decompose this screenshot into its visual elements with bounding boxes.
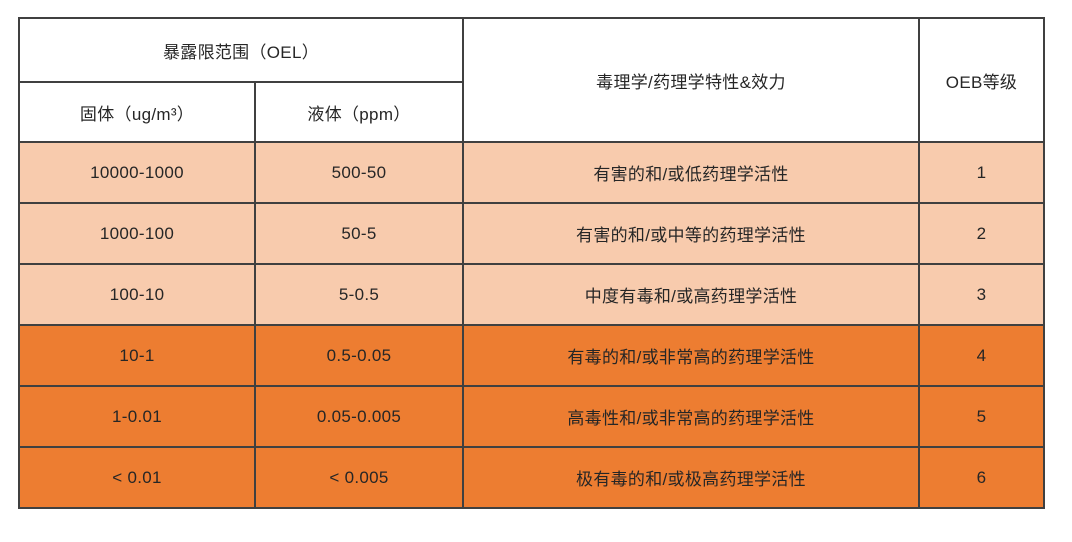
- cell-oeb-level: 1: [918, 141, 1045, 204]
- header-row-1: 暴露限范围（OEL） 毒理学/药理学特性&效力 OEB等级: [18, 17, 1045, 143]
- table-row-oeb1: 10000-1000 500-50 有害的和/或低药理学活性 1: [18, 141, 1045, 204]
- cell-oeb-level: 5: [918, 385, 1045, 448]
- cell-solid: 1000-100: [18, 202, 256, 265]
- table-header: 暴露限范围（OEL） 毒理学/药理学特性&效力 OEB等级 固体（ug/m³） …: [18, 17, 1045, 143]
- oeb-table-container: 暴露限范围（OEL） 毒理学/药理学特性&效力 OEB等级 固体（ug/m³） …: [18, 17, 1045, 509]
- cell-solid: 100-10: [18, 263, 256, 326]
- cell-liquid: < 0.005: [254, 446, 464, 509]
- header-liquid: 液体（ppm）: [254, 81, 464, 143]
- table-body: 10000-1000 500-50 有害的和/或低药理学活性 1 1000-10…: [18, 141, 1045, 509]
- cell-toxicology: 高毒性和/或非常高的药理学活性: [462, 385, 920, 448]
- cell-solid: 10-1: [18, 324, 256, 387]
- header-toxicology: 毒理学/药理学特性&效力: [462, 17, 920, 143]
- cell-toxicology: 有害的和/或中等的药理学活性: [462, 202, 920, 265]
- cell-liquid: 50-5: [254, 202, 464, 265]
- cell-solid: 10000-1000: [18, 141, 256, 204]
- cell-oeb-level: 2: [918, 202, 1045, 265]
- header-row-2: 固体（ug/m³） 液体（ppm）: [18, 81, 1044, 143]
- header-oeb-level: OEB等级: [918, 17, 1045, 143]
- header-solid: 固体（ug/m³）: [18, 81, 256, 143]
- oeb-classification-table: 暴露限范围（OEL） 毒理学/药理学特性&效力 OEB等级 固体（ug/m³） …: [18, 17, 1045, 509]
- table-row-oeb4: 10-1 0.5-0.05 有毒的和/或非常高的药理学活性 4: [18, 324, 1045, 387]
- table-row-oeb5: 1-0.01 0.05-0.005 高毒性和/或非常高的药理学活性 5: [18, 385, 1045, 448]
- cell-liquid: 5-0.5: [254, 263, 464, 326]
- table-row-oeb2: 1000-100 50-5 有害的和/或中等的药理学活性 2: [18, 202, 1045, 265]
- cell-liquid: 500-50: [254, 141, 464, 204]
- cell-oeb-level: 4: [918, 324, 1045, 387]
- header-oel-range: 暴露限范围（OEL）: [18, 17, 464, 83]
- cell-liquid: 0.5-0.05: [254, 324, 464, 387]
- cell-oeb-level: 3: [918, 263, 1045, 326]
- cell-oeb-level: 6: [918, 446, 1045, 509]
- cell-toxicology: 有害的和/或低药理学活性: [462, 141, 920, 204]
- cell-solid: 1-0.01: [18, 385, 256, 448]
- cell-liquid: 0.05-0.005: [254, 385, 464, 448]
- table-row-oeb3: 100-10 5-0.5 中度有毒和/或高药理学活性 3: [18, 263, 1045, 326]
- table-row-oeb6: < 0.01 < 0.005 极有毒的和/或极高药理学活性 6: [18, 446, 1045, 509]
- cell-toxicology: 极有毒的和/或极高药理学活性: [462, 446, 920, 509]
- cell-toxicology: 中度有毒和/或高药理学活性: [462, 263, 920, 326]
- cell-solid: < 0.01: [18, 446, 256, 509]
- cell-toxicology: 有毒的和/或非常高的药理学活性: [462, 324, 920, 387]
